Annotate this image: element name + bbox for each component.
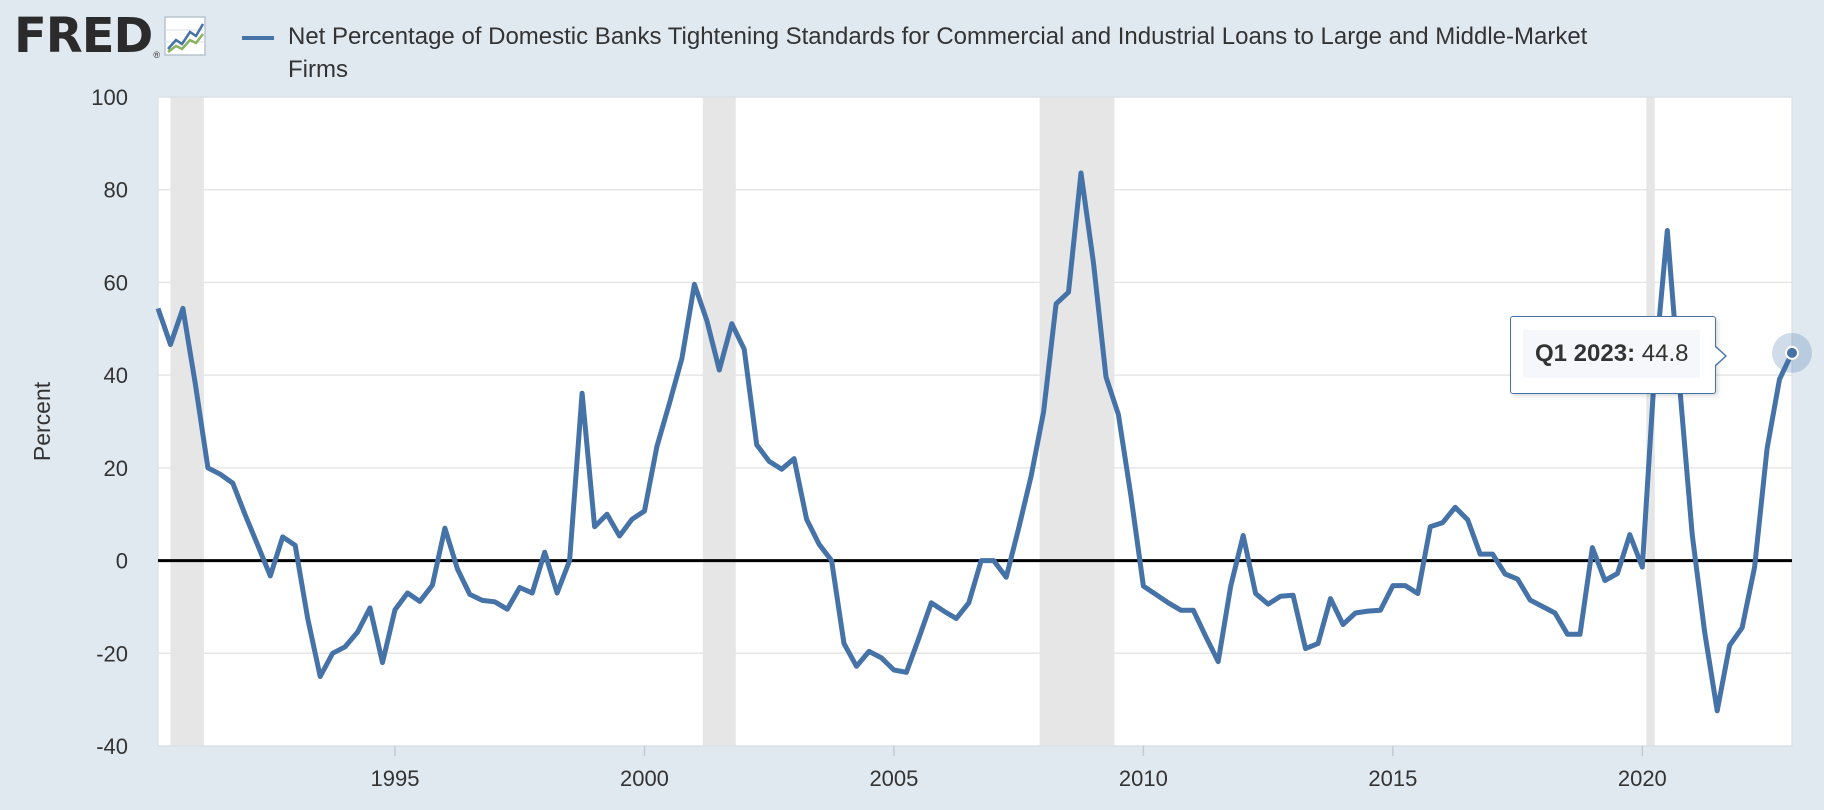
y-tick-label: 20 bbox=[104, 456, 128, 481]
recession-band bbox=[170, 97, 204, 746]
y-tick-label: 80 bbox=[104, 178, 128, 203]
y-tick-label: 100 bbox=[91, 85, 128, 110]
data-tooltip: Q1 2023: 44.8 bbox=[1510, 316, 1727, 394]
y-axis: 100 80 60 40 20 0 -20 -40 bbox=[91, 85, 128, 759]
x-tick-label: 2015 bbox=[1368, 766, 1417, 791]
plot-border bbox=[157, 96, 1793, 747]
recession-band bbox=[702, 97, 736, 746]
registered-mark: ® bbox=[153, 50, 161, 60]
x-tick-label: 2020 bbox=[1618, 766, 1667, 791]
x-tick-label: 1995 bbox=[371, 766, 420, 791]
recession-shading bbox=[170, 97, 1655, 746]
y-tick-label: -20 bbox=[96, 641, 128, 666]
series-line[interactable] bbox=[155, 170, 1795, 714]
tooltip-value: 44.8 bbox=[1641, 340, 1689, 367]
fred-logo[interactable]: FRED ® bbox=[14, 10, 206, 62]
chart-legend[interactable]: Net Percentage of Domestic Banks Tighten… bbox=[242, 20, 1622, 86]
y-tick-label: 0 bbox=[116, 549, 128, 574]
fred-logo-text: FRED bbox=[14, 8, 153, 64]
y-tick-label: -40 bbox=[96, 734, 128, 759]
plot-area bbox=[158, 97, 1792, 746]
tooltip-content: Q1 2023: 44.8 bbox=[1523, 330, 1701, 378]
x-tick-label: 2000 bbox=[620, 766, 669, 791]
hover-point[interactable] bbox=[1785, 345, 1799, 360]
y-tick-label: 40 bbox=[104, 363, 128, 388]
tooltip-date: Q1 2023: bbox=[1535, 340, 1636, 367]
x-axis: 1995 2000 2005 2010 2015 2020 bbox=[371, 746, 1667, 791]
tooltip-arrow bbox=[1714, 345, 1727, 367]
gridlines bbox=[157, 96, 1793, 747]
x-tick-label: 2005 bbox=[869, 766, 918, 791]
y-axis-label: Percent bbox=[29, 381, 55, 461]
legend-series-swatch bbox=[242, 36, 274, 40]
chart-title: Net Percentage of Domestic Banks Tighten… bbox=[288, 23, 1588, 83]
y-tick-label: 60 bbox=[104, 270, 128, 295]
fred-graph-icon bbox=[164, 16, 206, 56]
x-tick-label: 2010 bbox=[1119, 766, 1168, 791]
